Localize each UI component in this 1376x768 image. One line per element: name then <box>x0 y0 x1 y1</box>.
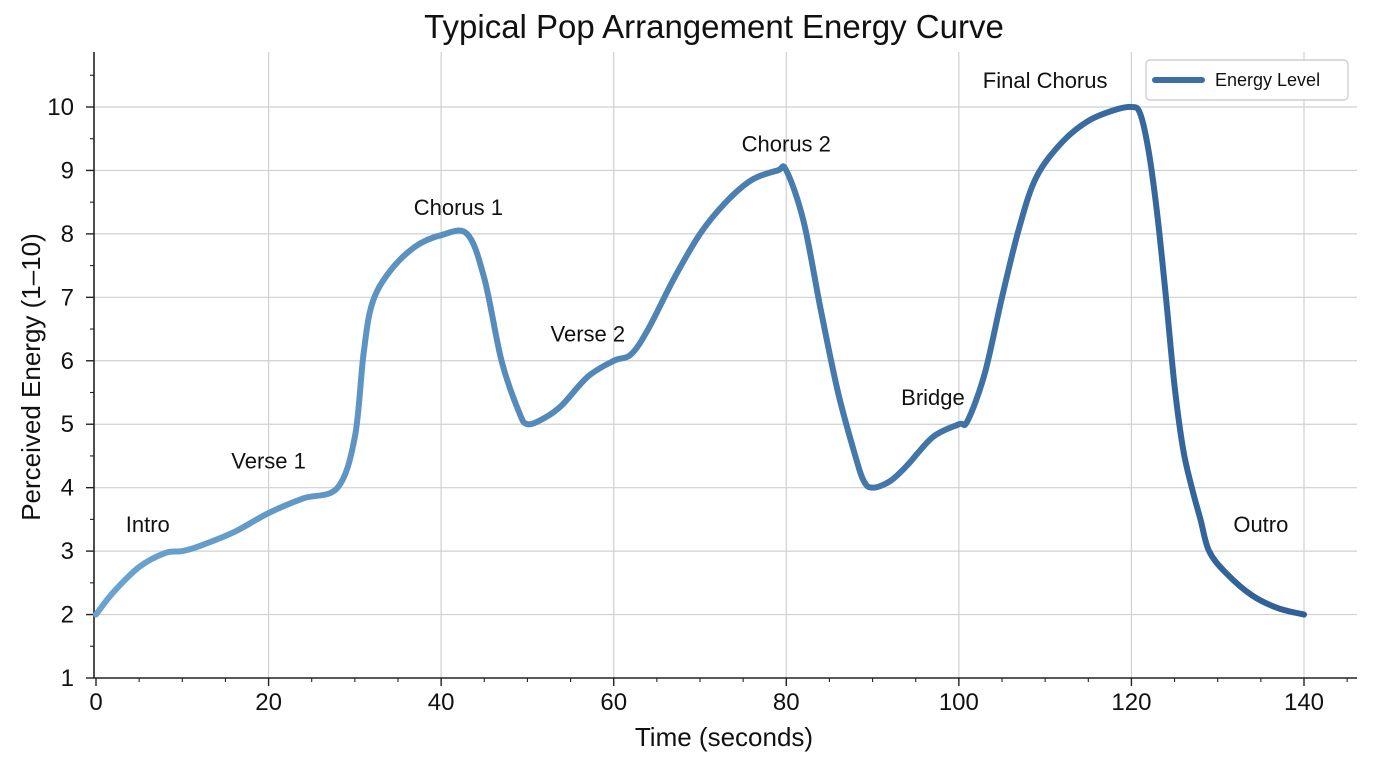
annotation-label: Chorus 2 <box>742 131 831 156</box>
x-tick-label: 40 <box>428 689 455 716</box>
series-line-energy-level <box>93 103 1307 618</box>
y-tick-label: 6 <box>61 348 74 375</box>
annotation-label: Verse 2 <box>551 322 626 347</box>
x-axis-label: Time (seconds) <box>635 722 813 752</box>
x-tick-label: 60 <box>600 689 627 716</box>
y-tick-label: 9 <box>61 157 74 184</box>
x-tick-label: 0 <box>89 689 102 716</box>
annotation-label: Final Chorus <box>983 68 1108 93</box>
legend-label: Energy Level <box>1215 70 1320 90</box>
x-tick-label: 80 <box>773 689 800 716</box>
y-tick-label: 7 <box>61 284 74 311</box>
legend: Energy Level <box>1145 59 1349 101</box>
y-tick-label: 8 <box>61 221 74 248</box>
y-axis-label: Perceived Energy (1–10) <box>16 233 46 521</box>
annotation-label: Outro <box>1233 512 1288 537</box>
y-tick-label: 10 <box>47 94 74 121</box>
x-ticks: 0 20 40 60 80 100 120 140 <box>89 678 1348 716</box>
annotation-label: Intro <box>126 512 170 537</box>
y-tick-label: 2 <box>61 602 74 629</box>
x-tick-label: 120 <box>1111 689 1151 716</box>
y-tick-label: 3 <box>61 538 74 565</box>
x-tick-label: 100 <box>939 689 979 716</box>
x-tick-label: 20 <box>255 689 282 716</box>
y-ticks: 1 2 3 4 5 6 7 8 9 10 <box>47 74 94 692</box>
legend-box <box>1145 59 1349 101</box>
y-tick-label: 5 <box>61 411 74 438</box>
section-annotations: Intro Verse 1 Chorus 1 Verse 2 Chorus 2 Bridg… <box>126 68 1289 537</box>
x-tick-label: 140 <box>1284 689 1324 716</box>
y-tick-label: 1 <box>61 665 74 692</box>
chart-title: Typical Pop Arrangement Energy Curve <box>424 8 1004 45</box>
annotation-label: Bridge <box>901 385 965 410</box>
y-tick-label: 4 <box>61 475 74 502</box>
grid <box>94 52 1357 678</box>
annotation-label: Verse 1 <box>231 449 306 474</box>
annotation-label: Chorus 1 <box>414 195 503 220</box>
axes <box>93 52 1357 679</box>
